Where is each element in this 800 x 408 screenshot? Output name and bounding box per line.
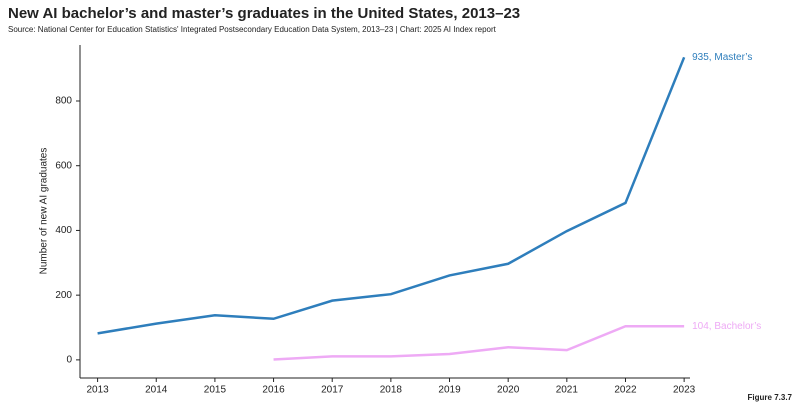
y-tick-label: 0 bbox=[66, 355, 72, 366]
x-tick-label: 2023 bbox=[673, 385, 696, 396]
x-tick-label: 2018 bbox=[380, 385, 403, 396]
series-line bbox=[97, 56, 686, 335]
chart-title: New AI bachelor’s and master’s graduates… bbox=[8, 5, 520, 22]
y-tick-label: 800 bbox=[55, 96, 72, 107]
x-tick-label: 2013 bbox=[86, 385, 109, 396]
figure-label: Figure 7.3.7 bbox=[748, 393, 793, 402]
y-tick-label: 200 bbox=[55, 290, 72, 301]
x-tick-label: 2014 bbox=[145, 385, 168, 396]
x-tick-label: 2021 bbox=[556, 385, 579, 396]
x-tick-label: 2016 bbox=[262, 385, 285, 396]
x-tick-label: 2019 bbox=[438, 385, 461, 396]
y-axis-label: Number of new AI graduates bbox=[39, 148, 50, 275]
x-tick-label: 2017 bbox=[321, 385, 344, 396]
value-label: 104, Bachelor’s bbox=[692, 321, 761, 332]
y-tick-label: 600 bbox=[55, 160, 72, 171]
value-label: 935, Master’s bbox=[692, 52, 752, 63]
chart-subtitle: Source: National Center for Education St… bbox=[8, 25, 497, 34]
y-tick-label: 400 bbox=[55, 225, 72, 236]
x-tick-label: 2015 bbox=[204, 385, 227, 396]
x-tick-label: 2020 bbox=[497, 385, 520, 396]
x-tick-label: 2022 bbox=[614, 385, 637, 396]
series-line bbox=[273, 324, 685, 361]
